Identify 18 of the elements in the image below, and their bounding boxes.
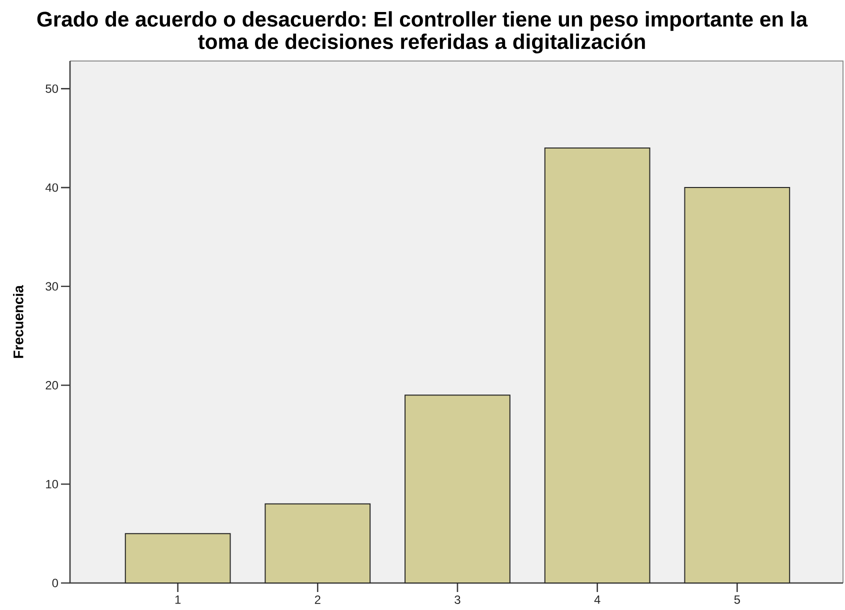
y-tick-label: 40 (45, 183, 58, 192)
x-tick-label: 1 (175, 596, 181, 604)
y-axis-title: Frecuencia (13, 285, 24, 358)
chart-title: Grado de acuerdo o desacuerdo: El controller tiene un peso importante en la toma de decisiones referidas a digitalización (37, 11, 808, 54)
y-tick-label: 30 (46, 282, 58, 291)
bar (684, 187, 790, 584)
bar (404, 394, 510, 584)
y-tick-label: 0 (52, 578, 58, 588)
x-tick-label: 4 (594, 596, 600, 604)
bar (264, 503, 371, 584)
bar (544, 147, 650, 584)
bar (124, 533, 231, 584)
x-tick-label: 2 (314, 596, 320, 604)
y-tick-label: 10 (46, 480, 58, 488)
x-tick-label: 3 (454, 596, 460, 604)
y-tick-label: 50 (46, 84, 58, 93)
y-tick-label: 20 (46, 381, 58, 390)
x-tick-label: 5 (734, 596, 740, 604)
